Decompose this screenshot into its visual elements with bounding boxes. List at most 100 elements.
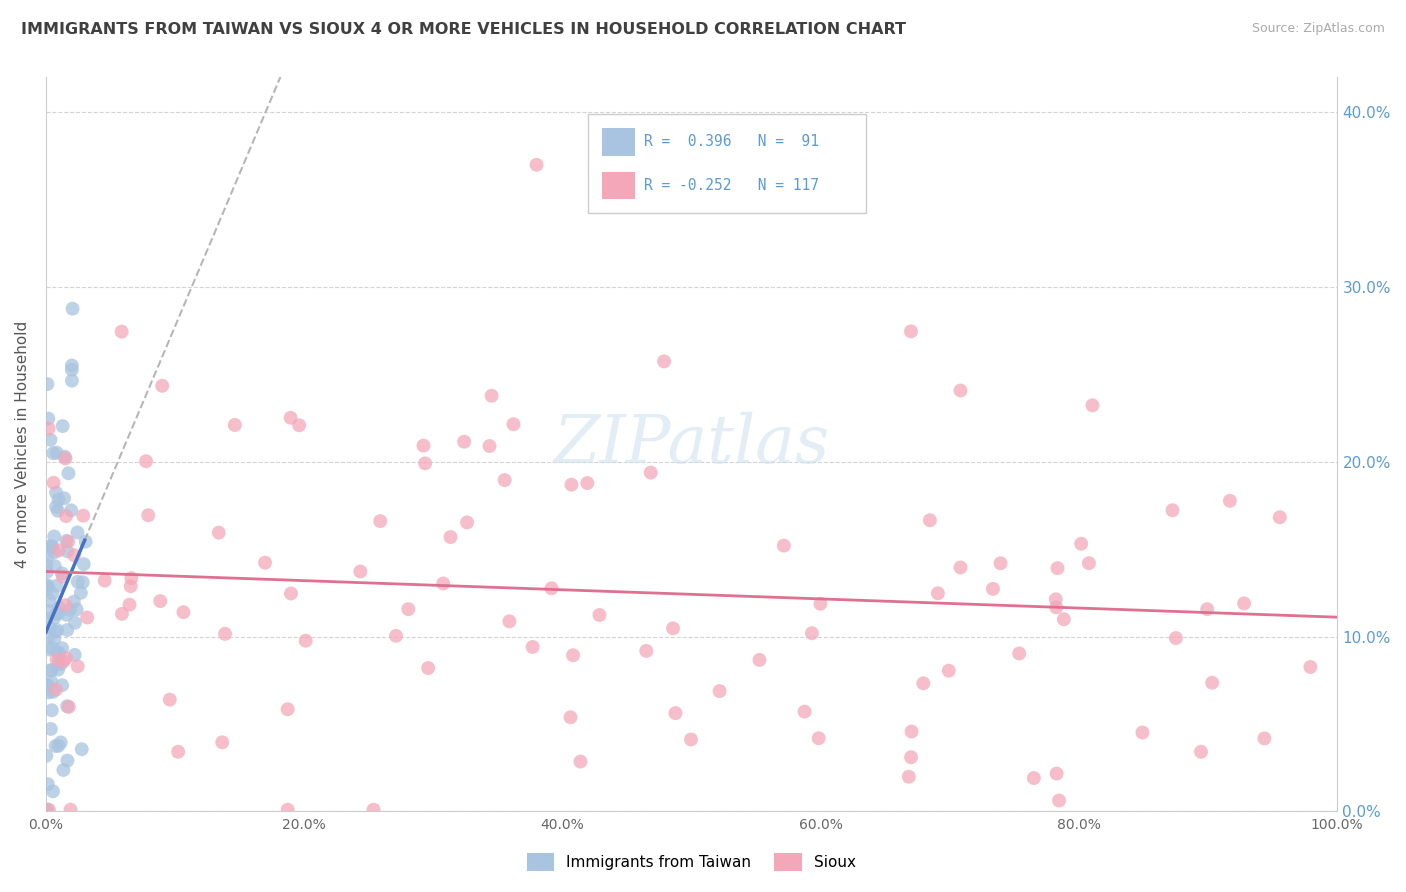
Text: R =  0.396   N =  91: R = 0.396 N = 91 [644,135,818,149]
Point [39,539,62,553]
Point [46,663,69,677]
Point [900,324,922,338]
Point [1161,503,1184,517]
Point [1132,725,1154,739]
Point [396,602,419,616]
Point [52,655,75,669]
Text: Source: ZipAtlas.com: Source: ZipAtlas.com [1251,22,1385,36]
Point [1219,493,1241,508]
Point [990,557,1012,571]
Point [44,529,66,543]
Point [44,611,66,625]
Point [55,598,77,612]
Point [60,503,83,517]
Point [277,803,299,817]
Point [772,539,794,553]
Point [46,504,69,518]
Point [76,610,98,624]
Point [37,411,59,425]
Point [44,559,66,574]
Point [58,467,80,481]
Text: R = -0.252   N = 117: R = -0.252 N = 117 [644,178,818,193]
Point [111,325,134,339]
Point [60,359,83,373]
Point [38,604,60,618]
Point [38,685,60,699]
Point [51,566,73,581]
Point [254,556,277,570]
Point [44,632,66,647]
Point [912,676,935,690]
Point [208,525,231,540]
Point [66,659,89,673]
Point [135,454,157,468]
Point [652,354,675,368]
Point [37,777,59,791]
Point [1299,660,1322,674]
Point [38,629,60,643]
Point [1008,647,1031,661]
Point [69,586,91,600]
Point [35,611,58,625]
Point [45,682,67,697]
Point [560,710,582,724]
Text: ZIPatlas: ZIPatlas [554,412,830,477]
Point [42,475,65,490]
Point [66,602,89,616]
Point [1045,592,1067,607]
Point [1045,600,1067,615]
Point [111,607,134,621]
Point [39,433,62,447]
Point [41,703,63,717]
Point [48,492,70,507]
Point [60,363,83,377]
Point [45,445,67,459]
Point [150,378,173,392]
Point [48,543,70,558]
Point [709,684,731,698]
Point [39,722,62,736]
Point [588,607,610,622]
Point [1047,793,1070,807]
Point [63,648,86,662]
Point [45,500,67,514]
Point [481,389,503,403]
Point [526,158,548,172]
Point [810,597,832,611]
Point [900,724,922,739]
Point [55,651,77,665]
Point [793,705,815,719]
Point [48,739,70,753]
Point [56,754,79,768]
Point [432,576,454,591]
Point [159,692,181,706]
Point [52,763,75,777]
Point [478,439,501,453]
Point [37,549,59,564]
Point [35,558,58,572]
Point [55,509,77,524]
Point [413,456,436,470]
Point [800,626,823,640]
Point [1081,398,1104,412]
Point [412,439,434,453]
Point [55,607,77,622]
Point [52,419,75,434]
Point [75,534,97,549]
Point [66,574,89,589]
Point [664,706,686,720]
Point [42,545,65,559]
Point [38,422,60,436]
Point [72,575,94,590]
Point [949,560,972,574]
Point [72,508,94,523]
Point [918,513,941,527]
Point [48,606,70,620]
Point [66,525,89,540]
Point [73,557,96,571]
Point [706,175,728,189]
Point [167,745,190,759]
Point [59,803,82,817]
Point [60,374,83,388]
Point [52,569,75,583]
